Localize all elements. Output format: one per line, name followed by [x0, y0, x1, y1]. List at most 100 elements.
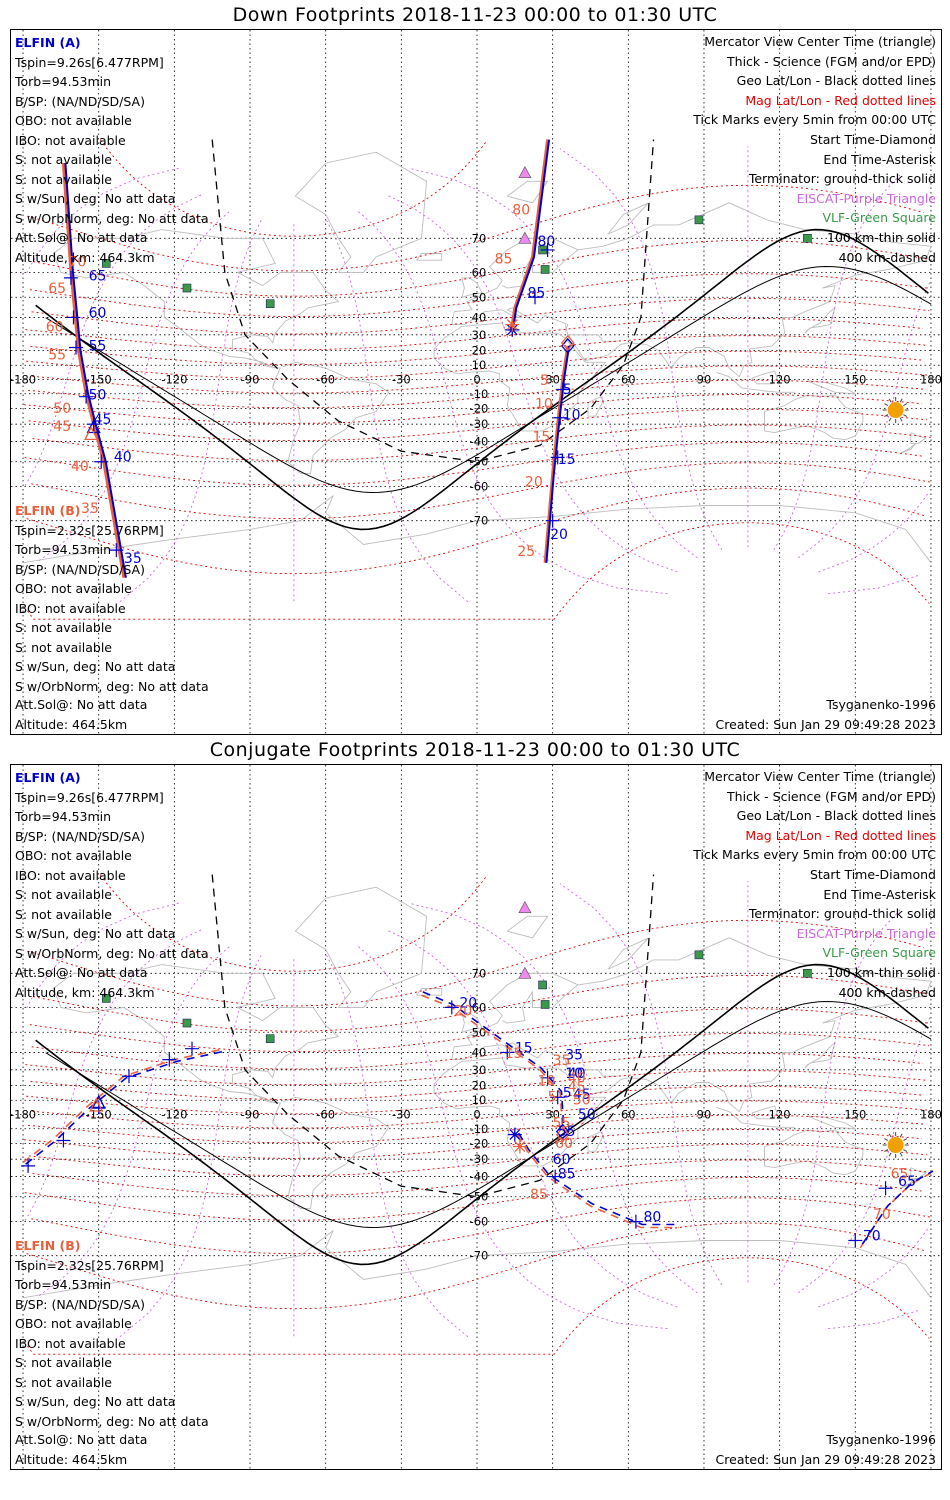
mag-lat-line [29, 273, 928, 317]
tick-mark [500, 1045, 515, 1060]
lat-axis-label: -20 [470, 401, 489, 415]
legend-item: 400 km-dashed [838, 984, 936, 1000]
legend-item: Terminator: ground-thick solid [748, 906, 936, 922]
mag-lon-line [357, 210, 668, 595]
lon-axis-label: 60 [621, 1108, 636, 1122]
red-time-label: 20 [454, 1004, 472, 1020]
lon-axis-label: 120 [769, 1108, 791, 1122]
red-time-label: 60 [46, 319, 64, 335]
coastline [461, 277, 483, 298]
elfin-b-info: ELFIN (B) Tspin=2.32s[25.76RPM] Torb=94.… [15, 501, 209, 696]
sun-ray [884, 414, 889, 417]
info-line: IBO: not available [15, 132, 126, 148]
coastline [416, 253, 443, 261]
mag-lon-line [559, 883, 723, 1286]
blue-time-label: 45 [94, 412, 112, 428]
elfin-a-track [517, 1132, 680, 1226]
legend-item: Tick Marks every 5min from 00:00 UTC [693, 847, 936, 863]
info-line: B/SP: (NA/ND/SD/SA) [15, 1296, 145, 1312]
info-line: Att.Sol@: No att data [15, 230, 148, 245]
coastline [567, 334, 619, 342]
red-time-label: 35 [81, 501, 99, 517]
start-diamond [555, 1123, 570, 1140]
coastline [461, 1012, 483, 1033]
legend-item: EISCAT-Purple Triangle [796, 925, 936, 941]
mag-lat-line [28, 408, 928, 442]
mag-lon-line [828, 574, 919, 595]
sun-ray [888, 1133, 892, 1138]
coastline [804, 306, 836, 334]
lat-axis-label: 10 [472, 358, 487, 372]
att-sol-text: Att.Sol@: No att data [15, 697, 148, 712]
sun-ray [899, 417, 903, 422]
legend-item: Terminator: ground-thick solid [748, 171, 936, 187]
legend-item: Geo Lat/Lon - Black dotted lines [736, 73, 936, 89]
mag-lat-line [26, 1085, 925, 1115]
lon-axis-label: -120 [161, 373, 187, 387]
vlf-square-icon [540, 1000, 550, 1009]
vlf-square-icon [694, 215, 704, 225]
mag-lon-line [408, 902, 698, 1294]
conjugate-footprints-map: -180 -150 -120 -90 -60 -30 0 30 60 90 120 150 180 70 6… [10, 764, 942, 1470]
coastline [716, 371, 795, 393]
coastline [22, 495, 932, 564]
coastline [764, 394, 864, 441]
sun-ray [903, 1149, 908, 1152]
lat-axis-label: 30 [472, 1063, 487, 1077]
elfin-a-track [861, 1170, 934, 1245]
lat-axis-label: -10 [470, 1122, 489, 1136]
legend-item: Geo Lat/Lon - Black dotted lines [736, 808, 936, 824]
blue-time-label: 40 [568, 1066, 586, 1082]
legend-item: Start Time-Diamond [809, 131, 936, 147]
mag-lon-line [357, 945, 668, 1330]
center-time-triangle [91, 1094, 106, 1109]
lat-axis-label: 40 [472, 1045, 487, 1059]
red-time-label: 35 [553, 1053, 571, 1069]
sun-disc [887, 1137, 904, 1154]
blue-time-label: 35 [124, 551, 142, 567]
info-line: Torb=94.53min [15, 1277, 112, 1292]
elfin-a-info: ELFIN (A) Tspin=9.26s[6.477RPM] Torb=94.… [15, 33, 209, 267]
model-text: Tsyganenko-1996 [826, 1432, 936, 1447]
created-text: Created: Sun Jan 29 09:49:28 2023 [715, 1451, 936, 1467]
info-line: Torb=94.53min [15, 74, 112, 89]
coastline [52, 988, 276, 1104]
lat-axis-label: -60 [470, 1215, 489, 1229]
elfin-b-track [22, 1047, 225, 1164]
mag-lat-line [32, 239, 931, 297]
lon-axis-label: 150 [844, 373, 866, 387]
tick-mark [121, 1069, 136, 1084]
coastline [910, 1167, 927, 1179]
mag-lat-line [29, 1008, 928, 1052]
mag-lat-line [28, 1143, 928, 1177]
coastline [416, 988, 443, 996]
info-line: OBO: not available [15, 848, 132, 863]
vlf-square-icon [694, 950, 704, 960]
info-line: B/SP: (NA/ND/SD/SA) [15, 828, 145, 844]
info-line: S: not available [15, 1374, 112, 1390]
terminator-400km [211, 874, 655, 1198]
lat-axis-label: -30 [470, 417, 489, 431]
vlf-square-icon [182, 283, 192, 293]
lat-axis-label: 70 [472, 231, 487, 245]
lon-axis-label: -180 [11, 1108, 36, 1122]
red-time-label: 5 [548, 1090, 557, 1106]
lon-axis-label: 60 [621, 373, 636, 387]
lon-axis-label: 180 [920, 373, 941, 387]
info-line: S w/OrbNorm, deg: No att data [15, 945, 209, 961]
map-layer: -180 -150 -120 -90 -60 -30 0 30 60 90 120 150 180706… [11, 30, 941, 734]
map-layer: -180 -150 -120 -90 -60 -30 0 30 60 90 120 150 180706… [11, 765, 941, 1469]
info-line: OBO: not available [15, 113, 132, 128]
eiscat-triangle-icon [518, 166, 532, 178]
coastline [607, 937, 649, 970]
coastline [587, 396, 604, 417]
map-legend: Mercator View Center Time (triangle) Thi… [693, 32, 936, 267]
mag-lat-line [30, 335, 929, 365]
blue-time-label: 5 [563, 1085, 572, 1101]
bottom-left-info: Att.Sol@: No att data Altitude: 464.5km [15, 695, 147, 734]
sun-icon [882, 397, 909, 424]
blue-time-label: 50 [89, 388, 107, 404]
red-time-label: 55 [553, 1115, 571, 1131]
blue-time-label: 15 [515, 1040, 533, 1056]
mag-lat-line [25, 317, 924, 351]
